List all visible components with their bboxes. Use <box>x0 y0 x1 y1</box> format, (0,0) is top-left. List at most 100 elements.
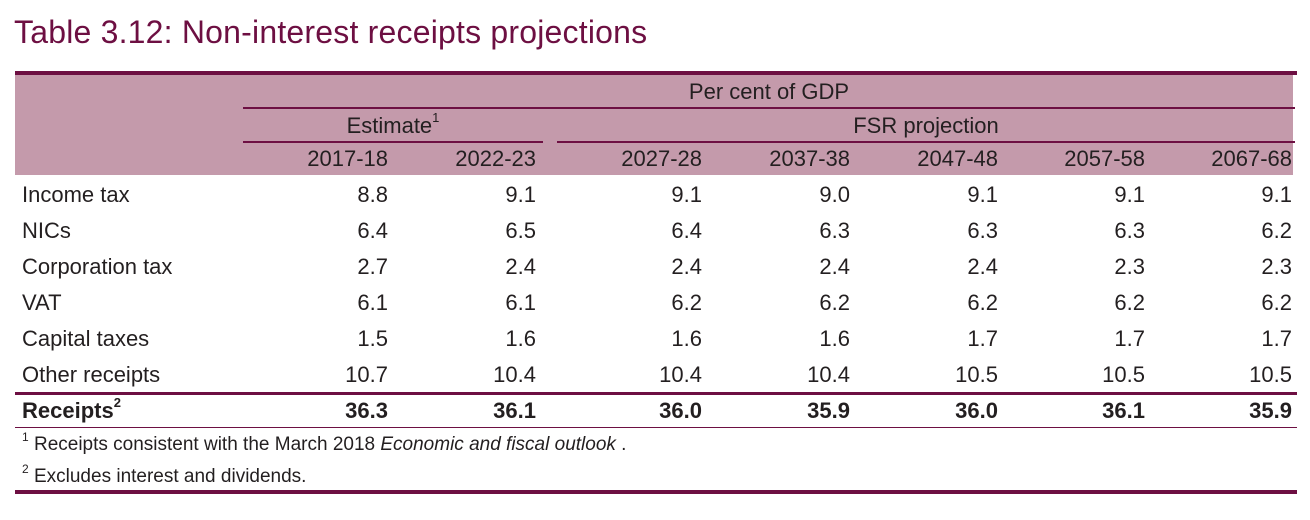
row-label: Corporation tax <box>22 254 172 280</box>
cell-value: 6.4 <box>671 218 702 243</box>
cell-value: 6.3 <box>819 218 850 243</box>
column-header: 2047-48 <box>917 146 998 171</box>
row-label-text: Other receipts <box>22 362 161 387</box>
cell-value: 10.4 <box>807 362 850 387</box>
cell-value: 6.4 <box>357 218 388 243</box>
unit-header: Per cent of GDP <box>688 79 850 104</box>
cell-value: 35.9 <box>1249 398 1292 423</box>
header-band <box>15 75 1293 175</box>
row-label: Income tax <box>22 182 130 208</box>
footnote-mark: 1 <box>22 430 29 444</box>
column-header: 2022-23 <box>455 146 536 171</box>
footnote-mark: 2 <box>22 462 29 476</box>
cell-value: 1.6 <box>671 326 702 351</box>
cell-value: 9.0 <box>819 182 850 207</box>
cell-value: 10.4 <box>493 362 536 387</box>
total-row: Receipts2 36.3 36.1 36.0 35.9 36.0 36.1 35.9 <box>0 394 1310 429</box>
cell-value: 1.5 <box>357 326 388 351</box>
cell-value: 6.2 <box>1261 218 1292 243</box>
cell-value: 9.1 <box>505 182 536 207</box>
cell-value: 1.7 <box>967 326 998 351</box>
cell-value: 9.1 <box>671 182 702 207</box>
row-label-text: Capital taxes <box>22 326 150 351</box>
table-row: Corporation tax 2.7 2.4 2.4 2.4 2.4 2.3 2.3 <box>0 250 1310 285</box>
cell-value: 36.0 <box>659 398 702 423</box>
cell-value: 2.4 <box>819 254 850 279</box>
table-row: VAT 6.1 6.1 6.2 6.2 6.2 6.2 6.2 <box>0 286 1310 321</box>
row-label: Receipts2 <box>22 395 121 424</box>
cell-value: 6.2 <box>1261 290 1292 315</box>
cell-value: 10.5 <box>1249 362 1292 387</box>
footnote-rule <box>15 427 1297 428</box>
row-label-text: Receipts <box>22 398 114 423</box>
footnote-ref: 1 <box>432 110 440 125</box>
row-label: Other receipts <box>22 362 160 388</box>
cell-value: 10.5 <box>1102 362 1145 387</box>
cell-value: 36.3 <box>345 398 388 423</box>
total-rule <box>15 392 1297 395</box>
cell-value: 10.4 <box>659 362 702 387</box>
cell-value: 2.7 <box>357 254 388 279</box>
footnote-1: 1 Receipts consistent with the March 201… <box>22 430 627 456</box>
cell-value: 1.7 <box>1261 326 1292 351</box>
footnote-italic: Economic and fiscal outlook <box>380 434 616 455</box>
unit-underline <box>243 107 1295 109</box>
cell-value: 36.0 <box>955 398 998 423</box>
cell-value: 6.2 <box>819 290 850 315</box>
estimate-header: Estimate1 <box>243 110 543 139</box>
cell-value: 2.4 <box>505 254 536 279</box>
row-label-text: Income tax <box>22 182 130 207</box>
projection-underline <box>557 141 1295 143</box>
cell-value: 10.5 <box>955 362 998 387</box>
top-rule <box>15 71 1297 75</box>
column-header: 2037-38 <box>769 146 850 171</box>
cell-value: 2.3 <box>1261 254 1292 279</box>
cell-value: 35.9 <box>807 398 850 423</box>
cell-value: 9.1 <box>1114 182 1145 207</box>
column-header: 2017-18 <box>307 146 388 171</box>
cell-value: 6.2 <box>967 290 998 315</box>
cell-value: 36.1 <box>1102 398 1145 423</box>
column-header: 2027-28 <box>621 146 702 171</box>
estimate-label: Estimate <box>346 113 433 138</box>
cell-value: 6.2 <box>671 290 702 315</box>
cell-value: 2.4 <box>671 254 702 279</box>
projection-header: FSR projection <box>853 113 999 138</box>
table-row: Other receipts 10.7 10.4 10.4 10.4 10.5 10.5 10… <box>0 358 1310 393</box>
footnote-ref: 2 <box>113 395 121 410</box>
cell-value: 9.1 <box>967 182 998 207</box>
table-row: Capital taxes 1.5 1.6 1.6 1.6 1.7 1.7 1.7 <box>0 322 1310 357</box>
cell-value: 10.7 <box>345 362 388 387</box>
cell-value: 2.3 <box>1114 254 1145 279</box>
footnote-2: 2 Excludes interest and dividends. <box>22 462 307 488</box>
row-label-text: Corporation tax <box>22 254 173 279</box>
bottom-rule <box>15 490 1297 494</box>
cell-value: 1.7 <box>1114 326 1145 351</box>
column-header: 2067-68 <box>1211 146 1292 171</box>
page-title: Table 3.12: Non-interest receipts projec… <box>14 14 648 50</box>
table-row: NICs 6.4 6.5 6.4 6.3 6.3 6.3 6.2 <box>0 214 1310 249</box>
estimate-underline <box>243 141 543 143</box>
cell-value: 8.8 <box>357 182 388 207</box>
cell-value: 36.1 <box>493 398 536 423</box>
row-label: NICs <box>22 218 71 244</box>
cell-value: 2.4 <box>967 254 998 279</box>
cell-value: 1.6 <box>505 326 536 351</box>
column-header: 2057-58 <box>1064 146 1145 171</box>
footnote-end: . <box>615 434 627 455</box>
cell-value: 9.1 <box>1261 182 1292 207</box>
footnote-text: Excludes interest and dividends. <box>33 466 307 487</box>
row-label-text: VAT <box>22 290 62 315</box>
cell-value: 6.2 <box>1114 290 1145 315</box>
cell-value: 1.6 <box>819 326 850 351</box>
cell-value: 6.1 <box>357 290 388 315</box>
cell-value: 6.5 <box>505 218 536 243</box>
footnote-text: Receipts consistent with the March 2018 <box>33 434 381 455</box>
row-label: Capital taxes <box>22 326 149 352</box>
table-row: Income tax 8.8 9.1 9.1 9.0 9.1 9.1 9.1 <box>0 178 1310 213</box>
row-label-text: NICs <box>22 218 71 243</box>
cell-value: 6.3 <box>967 218 998 243</box>
row-label: VAT <box>22 290 62 316</box>
cell-value: 6.1 <box>505 290 536 315</box>
cell-value: 6.3 <box>1114 218 1145 243</box>
